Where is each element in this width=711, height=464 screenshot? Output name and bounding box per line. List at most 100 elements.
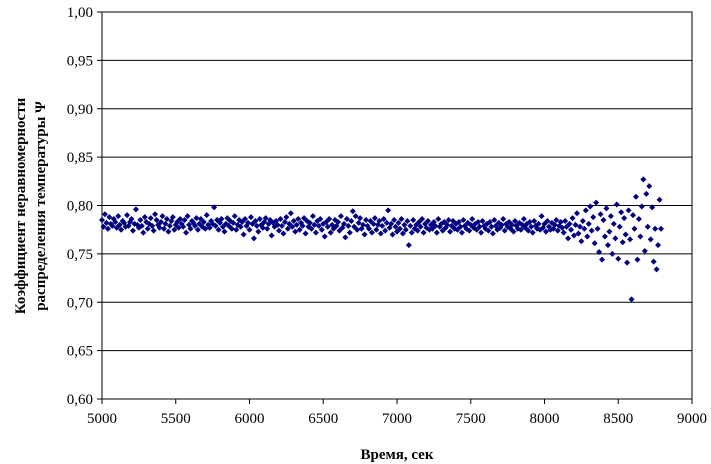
data-point xyxy=(256,216,263,223)
data-point xyxy=(321,233,328,240)
y-tick-label: 0,90 xyxy=(67,102,93,118)
data-point xyxy=(478,229,485,236)
data-point xyxy=(420,229,427,236)
data-point xyxy=(562,217,569,224)
data-point xyxy=(591,240,598,247)
data-point xyxy=(122,223,129,230)
y-axis-ticks: 0,60 0,65 0,70 0,75 0,80 0,85 0,90 0,95 1,00 xyxy=(67,5,102,408)
data-point xyxy=(604,242,611,249)
data-point xyxy=(150,227,157,234)
data-point xyxy=(231,213,238,220)
data-point xyxy=(414,227,421,234)
data-point xyxy=(346,229,353,236)
data-point xyxy=(520,216,527,223)
data-point xyxy=(485,227,492,234)
data-point xyxy=(596,248,603,255)
y-axis-label-line-2: распределения температуры Ψ xyxy=(33,101,49,311)
data-point xyxy=(510,228,517,235)
data-point xyxy=(262,215,269,222)
data-point xyxy=(475,218,482,225)
data-point xyxy=(193,215,200,222)
data-point xyxy=(200,218,207,225)
data-point xyxy=(424,217,431,224)
data-point xyxy=(253,222,260,229)
data-point xyxy=(609,250,616,257)
data-point xyxy=(584,233,591,240)
data-point xyxy=(655,242,662,249)
data-point xyxy=(643,190,650,197)
data-point xyxy=(600,217,607,224)
data-point xyxy=(259,224,266,231)
data-point xyxy=(144,225,151,232)
data-point xyxy=(624,259,631,266)
data-point xyxy=(376,217,383,224)
data-point xyxy=(658,225,665,232)
data-point xyxy=(317,216,324,223)
data-point xyxy=(444,221,451,228)
data-point xyxy=(647,236,654,243)
data-point xyxy=(128,216,135,223)
data-point xyxy=(181,217,188,224)
data-point xyxy=(383,219,390,226)
data-point xyxy=(613,201,620,208)
data-point xyxy=(652,225,659,232)
data-point xyxy=(638,203,645,210)
data-point xyxy=(435,216,442,223)
data-point xyxy=(401,221,408,228)
data-point xyxy=(635,216,642,223)
data-point xyxy=(326,216,333,223)
data-point xyxy=(509,221,516,228)
data-point xyxy=(531,217,538,224)
data-point xyxy=(152,211,159,218)
data-point xyxy=(295,216,302,223)
data-point xyxy=(528,223,535,230)
data-point xyxy=(538,213,545,220)
data-point xyxy=(553,217,560,224)
data-point xyxy=(237,223,244,230)
data-point xyxy=(525,227,532,234)
data-point xyxy=(101,211,108,218)
data-point xyxy=(582,207,589,214)
data-point xyxy=(404,217,411,224)
y-tick-label: 0,80 xyxy=(67,199,93,215)
data-point xyxy=(230,219,237,226)
data-point xyxy=(373,226,380,233)
data-point xyxy=(141,214,148,221)
data-point xyxy=(571,232,577,239)
data-point xyxy=(365,225,372,232)
data-point xyxy=(385,207,392,214)
data-point xyxy=(656,196,663,203)
data-point xyxy=(162,220,169,227)
data-point xyxy=(306,219,313,226)
data-point xyxy=(396,225,403,232)
data-point xyxy=(354,226,361,233)
x-tick-label: 7000 xyxy=(382,411,412,427)
data-point xyxy=(491,217,498,224)
data-point xyxy=(203,212,210,219)
data-point xyxy=(147,215,154,222)
data-point xyxy=(653,266,660,273)
data-point xyxy=(215,226,222,233)
data-point xyxy=(594,225,601,232)
data-point xyxy=(246,226,253,233)
data-point xyxy=(572,221,579,228)
data-point xyxy=(457,223,464,230)
data-point xyxy=(631,225,638,232)
y-axis-label: Коэффициент неравномерности распределени… xyxy=(13,97,49,314)
data-point xyxy=(171,226,178,233)
data-point xyxy=(149,222,156,229)
data-point xyxy=(389,231,396,238)
data-point xyxy=(194,226,201,233)
data-point xyxy=(398,216,405,223)
data-point xyxy=(103,219,110,226)
data-point xyxy=(610,220,617,227)
data-point xyxy=(360,221,367,228)
data-point xyxy=(370,220,377,227)
data-point xyxy=(585,220,592,227)
data-point xyxy=(116,221,123,228)
data-point xyxy=(616,223,623,230)
data-point xyxy=(357,215,364,222)
data-point xyxy=(118,226,125,233)
data-point xyxy=(129,227,136,234)
data-point xyxy=(315,222,322,229)
